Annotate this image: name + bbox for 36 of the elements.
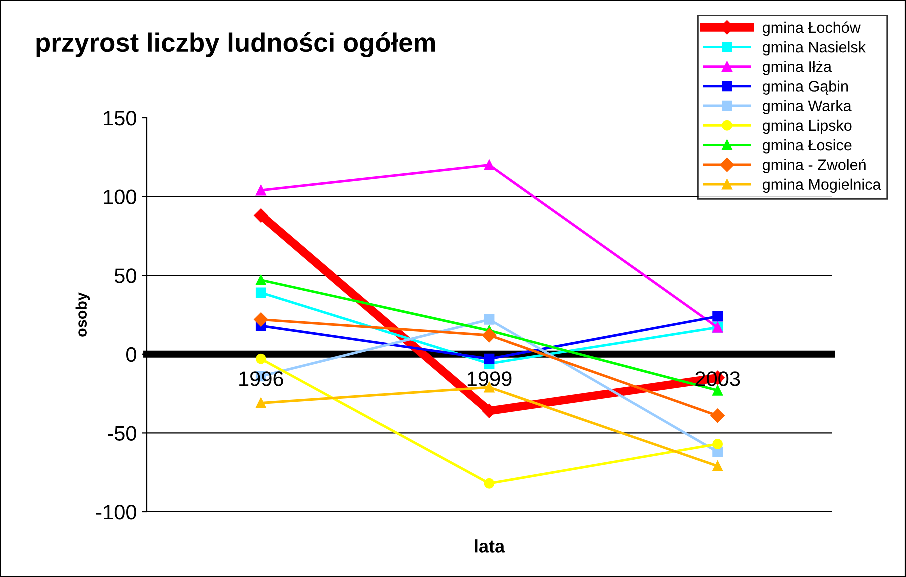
x-tick-label: 1996 (240, 372, 284, 386)
y-tick-label: 100 (104, 190, 136, 205)
point (256, 275, 266, 286)
x-tick-label: 1999 (468, 372, 512, 386)
point (484, 314, 495, 325)
y-axis-title: osoby (76, 292, 90, 337)
y-tick-label: 50 (114, 268, 136, 284)
y-tick-label: -50 (108, 426, 136, 441)
legend-label: gmina Gąbin (763, 80, 848, 95)
point (256, 185, 266, 196)
legend-label: gmina Łochów (763, 22, 861, 36)
point (712, 311, 724, 322)
legend-label: gmina Nasielsk (763, 42, 866, 56)
legend-label: gmina Iłża (763, 61, 832, 76)
point (254, 208, 268, 223)
point (254, 312, 268, 327)
legend-label: gmina Lipsko (763, 120, 852, 134)
point (482, 328, 497, 343)
point (484, 160, 495, 170)
y-tick-label: 150 (104, 111, 136, 126)
point (712, 439, 724, 450)
point (484, 354, 495, 364)
legend-label: gmina - Zwoleń (763, 159, 866, 174)
legend-label: gmina Warka (763, 100, 852, 115)
legend-label: gmina Mogielnica (763, 178, 882, 194)
point (712, 461, 724, 472)
y-tick-label: -100 (96, 505, 136, 520)
legend-label: gmina Łosice (763, 139, 852, 154)
chart-title: przyrost liczby ludności ogółem (36, 32, 436, 58)
y-tick-label: 0 (126, 347, 136, 362)
point (256, 398, 266, 408)
point (256, 288, 266, 298)
point (710, 408, 725, 423)
point (256, 354, 266, 364)
x-axis-title: lata (475, 540, 506, 553)
point (484, 478, 495, 489)
